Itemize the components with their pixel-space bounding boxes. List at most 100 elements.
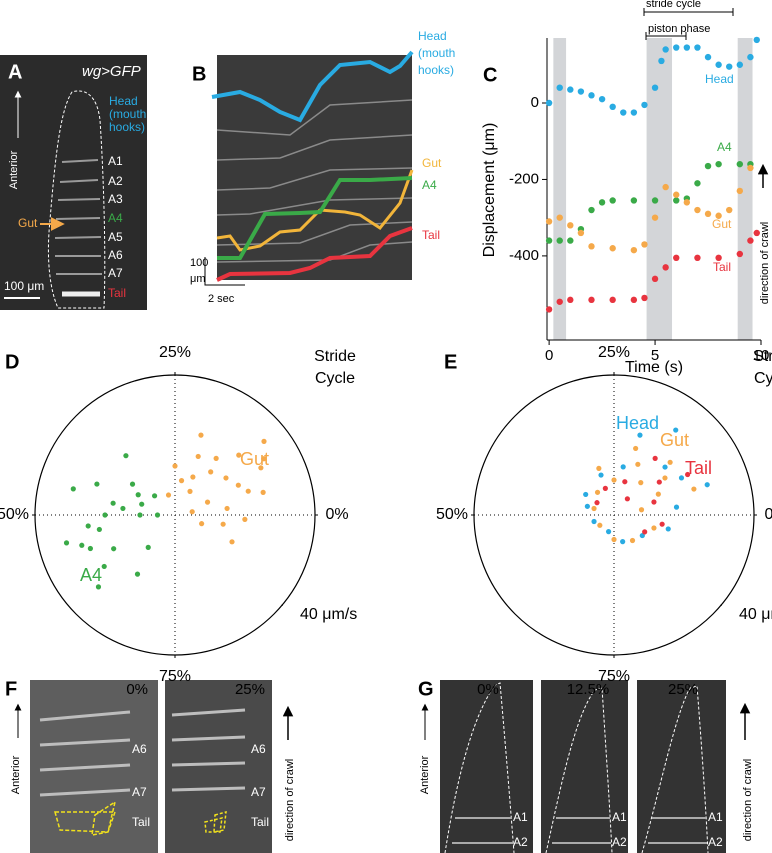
data-point: [597, 522, 603, 528]
data-point: [673, 44, 680, 51]
data-point: [609, 197, 616, 204]
data-point: [673, 504, 680, 510]
title: Cycle: [754, 370, 772, 387]
label: A7: [108, 266, 123, 280]
radius-tick: [720, 604, 723, 606]
segment-label: A2: [513, 835, 528, 849]
phase-label: 0%: [126, 681, 148, 698]
data-point: [651, 499, 657, 505]
data-point: [658, 57, 665, 65]
data-point: [591, 505, 597, 512]
data-point: [639, 532, 645, 539]
data-point: [567, 222, 574, 229]
data-point: [655, 491, 661, 497]
trace: [216, 169, 414, 252]
data-point: [598, 472, 604, 478]
data-point: [594, 489, 601, 495]
bracket: [643, 8, 734, 16]
segment-label: A7: [251, 785, 266, 799]
label: Gut: [422, 156, 442, 170]
data-point: [235, 482, 241, 488]
data-point: [662, 475, 668, 481]
panel-letter: E: [444, 351, 457, 373]
data-point: [694, 254, 701, 262]
data-point: [598, 95, 606, 103]
data-point: [594, 500, 600, 506]
segment-label: A1: [513, 810, 528, 824]
radius-label: 40 μm/s: [739, 606, 772, 623]
trace: [216, 226, 413, 282]
angle-label: 50%: [436, 506, 468, 523]
data-point: [651, 525, 657, 531]
data-point: [611, 536, 617, 543]
title: Stride: [314, 348, 356, 365]
panel-letter: A: [8, 61, 22, 83]
data-point: [111, 546, 117, 552]
data-point: [694, 44, 701, 51]
segment-label: A1: [612, 810, 627, 824]
data-point: [567, 86, 574, 93]
x-axis-label: Time (s): [625, 359, 683, 376]
label: A4: [422, 178, 437, 192]
angle-label: 25%: [598, 344, 630, 361]
data-point: [94, 481, 100, 487]
data-point: [673, 197, 680, 204]
trace: [211, 50, 414, 123]
data-point: [620, 109, 627, 116]
data-point: [715, 61, 722, 68]
data-point: [135, 492, 141, 498]
annotation: stride cycle: [646, 0, 701, 10]
outline: [204, 810, 227, 833]
data-point: [635, 461, 641, 467]
angle-label: 50%: [0, 506, 29, 523]
data-point: [656, 479, 662, 485]
label: A1: [108, 154, 123, 168]
data-point: [137, 512, 143, 518]
data-point: [609, 245, 616, 252]
stripes: [39, 708, 246, 797]
data-point: [172, 463, 178, 469]
segment-label: A6: [132, 742, 147, 756]
x-tick-label: 10: [753, 347, 770, 364]
data-point: [694, 206, 701, 214]
data-point: [588, 296, 595, 304]
data-point: [629, 537, 636, 544]
data-point: [139, 501, 145, 507]
data-point: [630, 296, 638, 304]
angle-label: 0%: [325, 506, 348, 523]
data-point: [208, 469, 214, 475]
data-point: [577, 88, 585, 95]
label: Anterior: [10, 755, 22, 794]
label: Tail: [108, 286, 126, 300]
data-point: [715, 254, 722, 262]
outline: [47, 90, 106, 309]
data-point: [134, 571, 141, 577]
label: (mouth: [418, 46, 455, 60]
data-point: [220, 521, 226, 527]
data-point: [715, 160, 722, 168]
data-point: [102, 512, 108, 518]
data-point: [683, 44, 691, 51]
micrograph: [0, 55, 147, 310]
data-point: [123, 453, 129, 459]
segment-label: Tail: [251, 815, 269, 829]
data-point: [665, 526, 671, 532]
data-point: [641, 294, 648, 302]
data-point: [545, 306, 553, 313]
data-point: [187, 488, 193, 494]
phase-label: 0%: [477, 681, 499, 698]
label: hooks): [418, 63, 454, 77]
label: A4: [108, 211, 123, 225]
data-point: [736, 250, 744, 258]
series-label: Head: [616, 413, 659, 433]
panel-letter: G: [418, 678, 434, 700]
data-point: [154, 512, 161, 518]
series-label: A4: [80, 565, 102, 585]
micrograph: [440, 680, 533, 853]
data-point: [605, 529, 612, 535]
data-point: [96, 526, 102, 533]
angle-label: 75%: [598, 668, 630, 685]
outline: [54, 800, 117, 836]
segment-label: A2: [708, 835, 723, 849]
data-point: [620, 539, 626, 545]
